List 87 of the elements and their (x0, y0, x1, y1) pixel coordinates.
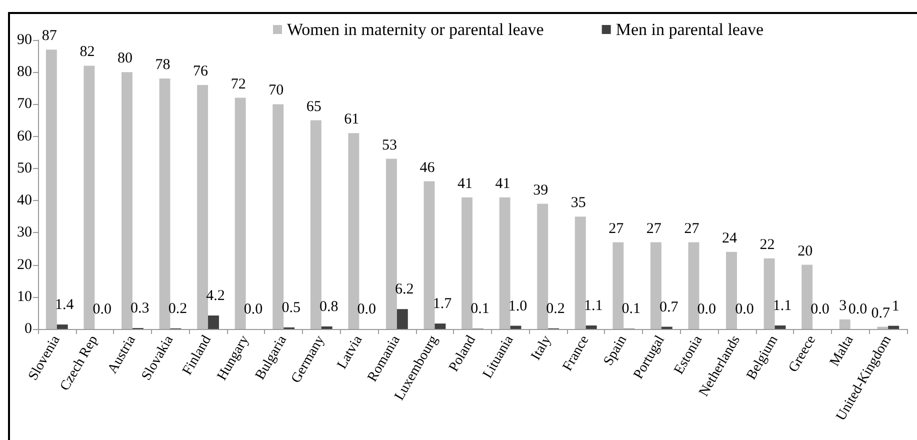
bar (386, 158, 397, 329)
data-label: 41 (458, 176, 473, 192)
data-label: 20 (798, 243, 813, 260)
y-tick-label: 40 (17, 192, 32, 209)
data-label: 27 (684, 220, 700, 237)
y-tick-label: 20 (17, 256, 32, 273)
bar (208, 316, 219, 329)
data-label: 65 (306, 98, 322, 115)
data-label: 80 (117, 50, 132, 67)
data-label: 1 (892, 298, 900, 314)
bar (84, 66, 95, 329)
bar (839, 319, 850, 329)
data-label: 27 (608, 220, 624, 237)
bar (574, 216, 586, 329)
bar (688, 242, 700, 329)
bar (272, 104, 284, 329)
data-label: 0.7 (871, 305, 891, 322)
bar (56, 324, 68, 329)
bar (612, 242, 624, 329)
data-label: 0.2 (546, 300, 565, 317)
data-label: 72 (230, 76, 246, 92)
data-label: 76 (193, 63, 209, 80)
bar (764, 258, 775, 329)
y-tick-label: 50 (17, 160, 32, 176)
bar (122, 72, 132, 329)
bar (348, 133, 360, 329)
data-label: 41 (495, 176, 510, 192)
bar (434, 324, 446, 329)
bar (424, 181, 435, 329)
y-tick-label: 0 (24, 321, 32, 337)
bar (650, 242, 662, 329)
y-tick-label: 10 (17, 288, 32, 305)
bar (888, 326, 900, 329)
data-label: 1.4 (54, 297, 74, 314)
bar (774, 325, 786, 329)
data-label: 82 (80, 44, 95, 60)
data-label: 0.0 (735, 302, 754, 318)
data-label: 0.0 (848, 302, 868, 318)
data-label: 27 (646, 220, 662, 237)
data-label: 0.7 (660, 299, 679, 316)
bar (159, 78, 170, 329)
data-label: 0.1 (622, 301, 640, 318)
data-label: 1.7 (432, 296, 452, 312)
data-label: 24 (722, 230, 738, 246)
bar (726, 252, 737, 329)
bar (234, 98, 246, 329)
data-label: 0.1 (470, 301, 490, 318)
legend-label: Men in parental leave (616, 20, 764, 39)
data-label: 35 (570, 195, 586, 212)
bar (499, 197, 510, 329)
data-label: 78 (155, 57, 170, 74)
bar (396, 309, 408, 329)
data-label: 4.2 (206, 288, 225, 304)
legend-label: Women in maternity or parental leave (287, 20, 544, 39)
data-label: 0.0 (244, 302, 263, 318)
data-label: 0.0 (92, 302, 112, 318)
data-label: 1.1 (772, 298, 792, 314)
data-label: 0.5 (282, 300, 300, 316)
data-label: 0.2 (168, 300, 188, 317)
data-label: 87 (42, 28, 58, 44)
data-label: 0.0 (810, 302, 830, 318)
data-label: 53 (382, 137, 397, 154)
y-tick-label: 90 (17, 32, 32, 48)
data-label: 0.0 (357, 302, 376, 318)
data-label: 61 (344, 112, 360, 128)
data-label: 22 (760, 236, 775, 253)
data-label: 0.0 (697, 302, 716, 318)
bar (802, 264, 813, 329)
y-tick-label: 60 (17, 128, 32, 144)
data-label: 0.3 (130, 300, 150, 317)
data-label: 3 (839, 298, 847, 314)
y-tick-label: 80 (17, 64, 32, 80)
data-label: 6.2 (395, 282, 414, 298)
bar (321, 326, 332, 329)
data-label: 1.0 (508, 298, 528, 314)
bar (310, 120, 322, 329)
data-label: 70 (268, 82, 284, 99)
data-label: 46 (420, 160, 436, 176)
bar (586, 325, 597, 329)
bar (46, 50, 57, 329)
data-label: 39 (533, 182, 548, 198)
bar (462, 197, 472, 329)
y-tick-label: 30 (17, 224, 32, 241)
data-label: 1.1 (584, 298, 603, 314)
data-label: 0.8 (319, 298, 338, 315)
bar (537, 204, 548, 329)
y-tick-label: 70 (17, 96, 32, 112)
